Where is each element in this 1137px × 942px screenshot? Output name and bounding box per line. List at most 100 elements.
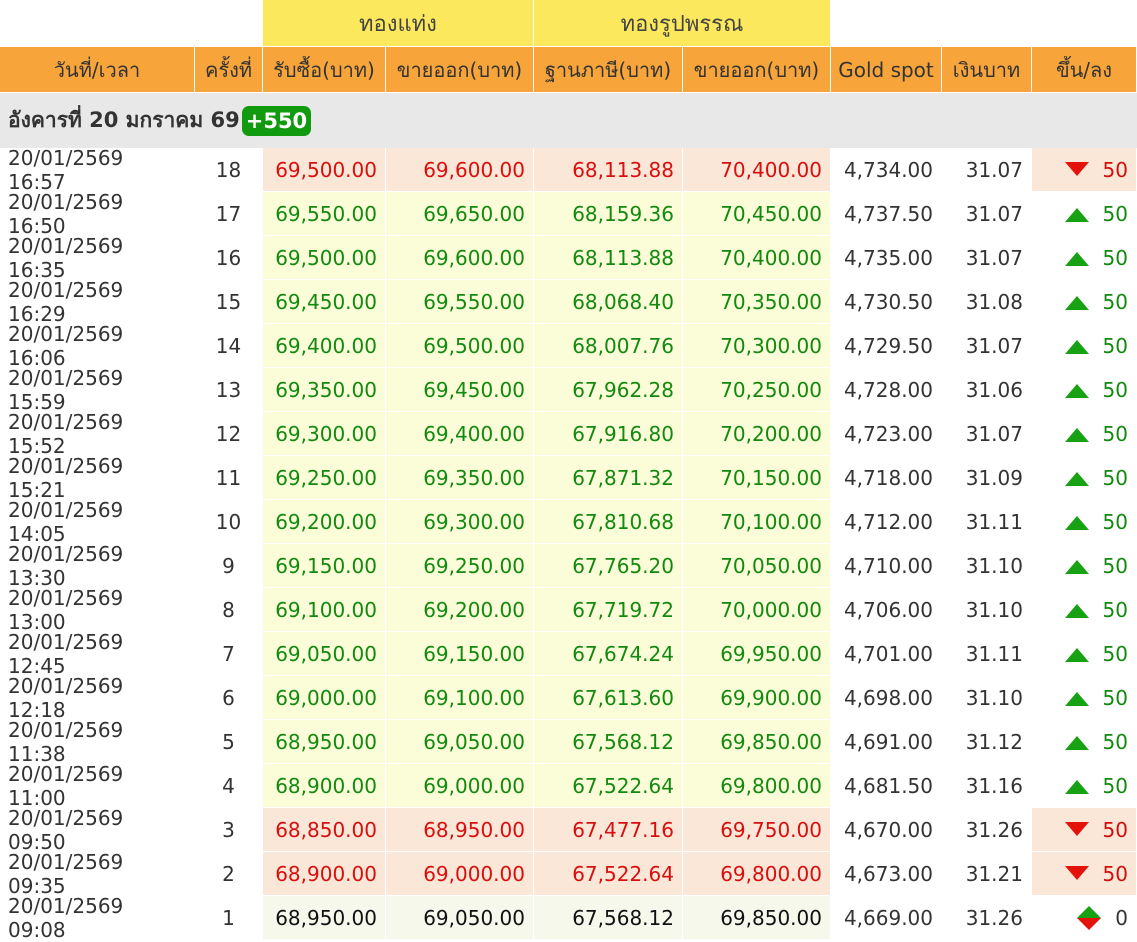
ornament-sell-cell: 69,850.00 [683, 720, 831, 764]
thb-cell: 31.11 [942, 632, 1032, 676]
thb-cell: 31.21 [942, 852, 1032, 896]
thb-cell: 31.07 [942, 324, 1032, 368]
table-row: 20/01/2569 11:38 5 68,950.00 69,050.00 67,56… [0, 718, 1137, 766]
triangle-up-icon [1064, 691, 1089, 706]
ornament-sell-cell: 69,750.00 [683, 808, 831, 852]
diamond-up-down-icon [1077, 905, 1102, 930]
table-row: 20/01/2569 09:35 2 68,900.00 69,000.00 67,52… [0, 850, 1137, 898]
col-header-thb: เงินบาท [942, 47, 1032, 93]
col-header-change: ขึ้น/ลง [1032, 47, 1137, 93]
bar-sell-cell: 69,150.00 [386, 632, 534, 676]
table-row: 20/01/2569 15:52 12 69,300.00 69,400.00 67,9… [0, 410, 1137, 458]
bar-buy-cell: 69,200.00 [263, 500, 386, 544]
round-cell: 16 [195, 236, 263, 280]
change-cell: 50 [1032, 632, 1137, 676]
bar-buy-cell: 69,350.00 [263, 368, 386, 412]
ornament-sell-cell: 69,950.00 [683, 632, 831, 676]
gold-spot-cell: 4,669.00 [831, 896, 942, 940]
col-header-bar-sell: ขายออก(บาท) [386, 47, 534, 93]
tax-base-cell: 67,719.72 [534, 588, 683, 632]
triangle-up-icon [1064, 779, 1089, 794]
change-cell: 50 [1032, 324, 1137, 368]
column-header-row: วันที่/เวลา ครั้งที่ รับซื้อ(บาท) ขายออก… [0, 47, 1137, 93]
bar-sell-cell: 69,100.00 [386, 676, 534, 720]
datetime-cell: 20/01/2569 16:06 [0, 322, 195, 370]
change-cell: 50 [1032, 500, 1137, 544]
ornament-sell-cell: 70,300.00 [683, 324, 831, 368]
bar-buy-cell: 68,950.00 [263, 896, 386, 940]
round-cell: 2 [195, 852, 263, 896]
ornament-sell-cell: 69,800.00 [683, 764, 831, 808]
ornament-sell-cell: 70,350.00 [683, 280, 831, 324]
table-row: 20/01/2569 16:35 16 69,500.00 69,600.00 68,1… [0, 234, 1137, 282]
gold-spot-cell: 4,673.00 [831, 852, 942, 896]
ornament-sell-cell: 70,450.00 [683, 192, 831, 236]
thb-cell: 31.07 [942, 236, 1032, 280]
round-cell: 6 [195, 676, 263, 720]
tax-base-cell: 67,810.68 [534, 500, 683, 544]
datetime-cell: 20/01/2569 16:50 [0, 190, 195, 238]
bar-sell-cell: 69,000.00 [386, 852, 534, 896]
table-row: 20/01/2569 13:30 9 69,150.00 69,250.00 67,76… [0, 542, 1137, 590]
change-value: 50 [1102, 201, 1128, 226]
ornament-sell-cell: 69,900.00 [683, 676, 831, 720]
round-cell: 4 [195, 764, 263, 808]
bar-sell-cell: 69,600.00 [386, 236, 534, 280]
bar-sell-cell: 69,050.00 [386, 720, 534, 764]
thb-cell: 31.07 [942, 148, 1032, 192]
ornament-sell-cell: 70,200.00 [683, 412, 831, 456]
table-row: 20/01/2569 14:05 10 69,200.00 69,300.00 67,8… [0, 498, 1137, 546]
col-header-gold-spot: Gold spot [831, 47, 942, 93]
change-cell: 50 [1032, 192, 1137, 236]
ornament-sell-cell: 70,400.00 [683, 148, 831, 192]
round-cell: 14 [195, 324, 263, 368]
change-cell: 50 [1032, 764, 1137, 808]
datetime-cell: 20/01/2569 15:59 [0, 366, 195, 414]
tax-base-cell: 67,613.60 [534, 676, 683, 720]
tax-base-cell: 68,007.76 [534, 324, 683, 368]
change-cell: 0 [1032, 896, 1137, 940]
triangle-up-icon [1064, 515, 1089, 530]
bar-sell-cell: 69,250.00 [386, 544, 534, 588]
gold-spot-cell: 4,691.00 [831, 720, 942, 764]
change-value: 50 [1102, 817, 1128, 842]
datetime-cell: 20/01/2569 15:52 [0, 410, 195, 458]
tax-base-cell: 67,568.12 [534, 720, 683, 764]
triangle-down-icon [1064, 865, 1089, 880]
datetime-cell: 20/01/2569 12:45 [0, 630, 195, 678]
change-cell: 50 [1032, 148, 1137, 192]
bar-buy-cell: 69,050.00 [263, 632, 386, 676]
day-group-header[interactable]: อังคารที่ 20 มกราคม 69 +550 [0, 93, 1137, 148]
round-cell: 9 [195, 544, 263, 588]
bar-buy-cell: 69,450.00 [263, 280, 386, 324]
ornament-sell-cell: 70,150.00 [683, 456, 831, 500]
gold-spot-cell: 4,730.50 [831, 280, 942, 324]
thb-cell: 31.09 [942, 456, 1032, 500]
gold-spot-cell: 4,735.00 [831, 236, 942, 280]
round-cell: 3 [195, 808, 263, 852]
change-cell: 50 [1032, 852, 1137, 896]
bar-buy-cell: 68,900.00 [263, 764, 386, 808]
datetime-cell: 20/01/2569 11:00 [0, 762, 195, 810]
bar-buy-cell: 69,300.00 [263, 412, 386, 456]
gold-spot-cell: 4,670.00 [831, 808, 942, 852]
table-row: 20/01/2569 15:21 11 69,250.00 69,350.00 67,8… [0, 454, 1137, 502]
thb-cell: 31.26 [942, 808, 1032, 852]
round-cell: 12 [195, 412, 263, 456]
col-header-datetime: วันที่/เวลา [0, 47, 195, 93]
change-value: 50 [1102, 861, 1128, 886]
thb-cell: 31.12 [942, 720, 1032, 764]
bar-sell-cell: 69,000.00 [386, 764, 534, 808]
table-row: 20/01/2569 09:08 1 68,950.00 69,050.00 67,56… [0, 894, 1137, 942]
bar-buy-cell: 69,400.00 [263, 324, 386, 368]
round-cell: 8 [195, 588, 263, 632]
triangle-up-icon [1064, 251, 1089, 266]
bar-buy-cell: 69,500.00 [263, 236, 386, 280]
ornament-sell-cell: 69,850.00 [683, 896, 831, 940]
bar-buy-cell: 69,550.00 [263, 192, 386, 236]
datetime-cell: 20/01/2569 14:05 [0, 498, 195, 546]
change-value: 50 [1102, 465, 1128, 490]
bar-buy-cell: 69,500.00 [263, 148, 386, 192]
datetime-cell: 20/01/2569 12:18 [0, 674, 195, 722]
datetime-cell: 20/01/2569 16:29 [0, 278, 195, 326]
